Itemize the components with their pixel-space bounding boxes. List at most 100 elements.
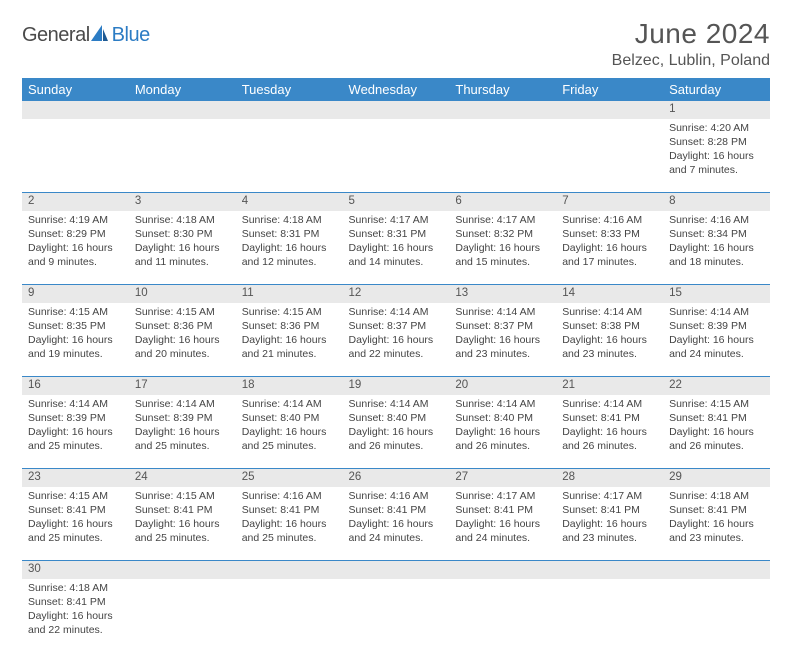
- daylight-text: Daylight: 16 hours and 26 minutes.: [562, 425, 657, 453]
- day-details: Sunrise: 4:19 AMSunset: 8:29 PMDaylight:…: [22, 211, 129, 274]
- daylight-text: Daylight: 16 hours and 22 minutes.: [349, 333, 444, 361]
- daylight-text: Daylight: 16 hours and 24 minutes.: [455, 517, 550, 545]
- day-details: Sunrise: 4:17 AMSunset: 8:32 PMDaylight:…: [449, 211, 556, 274]
- day-number: 5: [343, 193, 450, 211]
- sunrise-text: Sunrise: 4:14 AM: [562, 305, 657, 319]
- day-number: [663, 561, 770, 579]
- daylight-text: Daylight: 16 hours and 21 minutes.: [242, 333, 337, 361]
- daylight-text: Daylight: 16 hours and 25 minutes.: [135, 517, 230, 545]
- day-cell: [343, 579, 450, 653]
- day-cell: [343, 119, 450, 193]
- day-details: Sunrise: 4:14 AMSunset: 8:41 PMDaylight:…: [556, 395, 663, 458]
- day-cell: [449, 119, 556, 193]
- day-cell: Sunrise: 4:19 AMSunset: 8:29 PMDaylight:…: [22, 211, 129, 285]
- daylight-text: Daylight: 16 hours and 23 minutes.: [562, 333, 657, 361]
- daylight-text: Daylight: 16 hours and 22 minutes.: [28, 609, 123, 637]
- day-cell: Sunrise: 4:17 AMSunset: 8:41 PMDaylight:…: [449, 487, 556, 561]
- sunrise-text: Sunrise: 4:17 AM: [562, 489, 657, 503]
- day-details: Sunrise: 4:15 AMSunset: 8:36 PMDaylight:…: [236, 303, 343, 366]
- daylight-text: Daylight: 16 hours and 9 minutes.: [28, 241, 123, 269]
- day-number: 20: [449, 377, 556, 395]
- day-number: [22, 101, 129, 119]
- daylight-text: Daylight: 16 hours and 7 minutes.: [669, 149, 764, 177]
- day-details: Sunrise: 4:14 AMSunset: 8:40 PMDaylight:…: [449, 395, 556, 458]
- weekday-header: Tuesday: [236, 78, 343, 101]
- day-number: 29: [663, 469, 770, 487]
- sunset-text: Sunset: 8:28 PM: [669, 135, 764, 149]
- location: Belzec, Lublin, Poland: [612, 52, 770, 70]
- day-details: Sunrise: 4:14 AMSunset: 8:37 PMDaylight:…: [449, 303, 556, 366]
- daylight-text: Daylight: 16 hours and 25 minutes.: [242, 517, 337, 545]
- day-number: 14: [556, 285, 663, 303]
- weekday-header: Wednesday: [343, 78, 450, 101]
- sunset-text: Sunset: 8:41 PM: [349, 503, 444, 517]
- day-number: 6: [449, 193, 556, 211]
- sunrise-text: Sunrise: 4:14 AM: [28, 397, 123, 411]
- sunrise-text: Sunrise: 4:14 AM: [349, 397, 444, 411]
- sunrise-text: Sunrise: 4:16 AM: [242, 489, 337, 503]
- sunset-text: Sunset: 8:36 PM: [135, 319, 230, 333]
- sunset-text: Sunset: 8:38 PM: [562, 319, 657, 333]
- sunset-text: Sunset: 8:40 PM: [455, 411, 550, 425]
- day-number: [236, 561, 343, 579]
- week-row: Sunrise: 4:19 AMSunset: 8:29 PMDaylight:…: [22, 211, 770, 285]
- day-details: Sunrise: 4:15 AMSunset: 8:41 PMDaylight:…: [663, 395, 770, 458]
- day-cell: Sunrise: 4:14 AMSunset: 8:39 PMDaylight:…: [129, 395, 236, 469]
- day-cell: Sunrise: 4:17 AMSunset: 8:32 PMDaylight:…: [449, 211, 556, 285]
- day-number: 24: [129, 469, 236, 487]
- sunset-text: Sunset: 8:29 PM: [28, 227, 123, 241]
- day-number: 22: [663, 377, 770, 395]
- weekday-header-row: Sunday Monday Tuesday Wednesday Thursday…: [22, 78, 770, 101]
- sunset-text: Sunset: 8:39 PM: [135, 411, 230, 425]
- sunset-text: Sunset: 8:41 PM: [135, 503, 230, 517]
- sunrise-text: Sunrise: 4:14 AM: [455, 397, 550, 411]
- sunset-text: Sunset: 8:41 PM: [562, 411, 657, 425]
- day-cell: Sunrise: 4:14 AMSunset: 8:39 PMDaylight:…: [22, 395, 129, 469]
- brand-name-2: Blue: [112, 24, 150, 47]
- day-cell: Sunrise: 4:20 AMSunset: 8:28 PMDaylight:…: [663, 119, 770, 193]
- day-number: [449, 561, 556, 579]
- calendar-table: Sunday Monday Tuesday Wednesday Thursday…: [22, 78, 770, 653]
- day-cell: [22, 119, 129, 193]
- daylight-text: Daylight: 16 hours and 24 minutes.: [349, 517, 444, 545]
- day-cell: Sunrise: 4:15 AMSunset: 8:41 PMDaylight:…: [663, 395, 770, 469]
- daylight-text: Daylight: 16 hours and 26 minutes.: [455, 425, 550, 453]
- day-details: Sunrise: 4:15 AMSunset: 8:36 PMDaylight:…: [129, 303, 236, 366]
- weekday-header: Friday: [556, 78, 663, 101]
- sunrise-text: Sunrise: 4:18 AM: [242, 213, 337, 227]
- daylight-text: Daylight: 16 hours and 12 minutes.: [242, 241, 337, 269]
- sunrise-text: Sunrise: 4:19 AM: [28, 213, 123, 227]
- sunset-text: Sunset: 8:33 PM: [562, 227, 657, 241]
- day-number: [343, 561, 450, 579]
- daylight-text: Daylight: 16 hours and 17 minutes.: [562, 241, 657, 269]
- day-number: [556, 561, 663, 579]
- day-cell: [129, 579, 236, 653]
- day-number: 28: [556, 469, 663, 487]
- day-number: [129, 561, 236, 579]
- day-cell: [236, 579, 343, 653]
- day-details: Sunrise: 4:16 AMSunset: 8:41 PMDaylight:…: [343, 487, 450, 550]
- sunrise-text: Sunrise: 4:18 AM: [669, 489, 764, 503]
- week-row: Sunrise: 4:15 AMSunset: 8:35 PMDaylight:…: [22, 303, 770, 377]
- day-cell: Sunrise: 4:16 AMSunset: 8:33 PMDaylight:…: [556, 211, 663, 285]
- sunset-text: Sunset: 8:40 PM: [349, 411, 444, 425]
- week-row: Sunrise: 4:15 AMSunset: 8:41 PMDaylight:…: [22, 487, 770, 561]
- day-number: 18: [236, 377, 343, 395]
- day-cell: Sunrise: 4:15 AMSunset: 8:41 PMDaylight:…: [22, 487, 129, 561]
- day-number: 8: [663, 193, 770, 211]
- title-block: June 2024 Belzec, Lublin, Poland: [612, 18, 770, 70]
- day-cell: Sunrise: 4:14 AMSunset: 8:40 PMDaylight:…: [236, 395, 343, 469]
- calendar-page: General Blue June 2024 Belzec, Lublin, P…: [0, 0, 792, 671]
- day-cell: Sunrise: 4:18 AMSunset: 8:41 PMDaylight:…: [22, 579, 129, 653]
- sunset-text: Sunset: 8:41 PM: [562, 503, 657, 517]
- day-cell: Sunrise: 4:15 AMSunset: 8:35 PMDaylight:…: [22, 303, 129, 377]
- sunset-text: Sunset: 8:36 PM: [242, 319, 337, 333]
- day-details: Sunrise: 4:14 AMSunset: 8:39 PMDaylight:…: [129, 395, 236, 458]
- day-details: Sunrise: 4:16 AMSunset: 8:41 PMDaylight:…: [236, 487, 343, 550]
- day-details: Sunrise: 4:17 AMSunset: 8:41 PMDaylight:…: [449, 487, 556, 550]
- day-details: Sunrise: 4:18 AMSunset: 8:41 PMDaylight:…: [22, 579, 129, 642]
- day-cell: Sunrise: 4:18 AMSunset: 8:30 PMDaylight:…: [129, 211, 236, 285]
- day-number: 11: [236, 285, 343, 303]
- daylight-text: Daylight: 16 hours and 11 minutes.: [135, 241, 230, 269]
- day-details: Sunrise: 4:16 AMSunset: 8:33 PMDaylight:…: [556, 211, 663, 274]
